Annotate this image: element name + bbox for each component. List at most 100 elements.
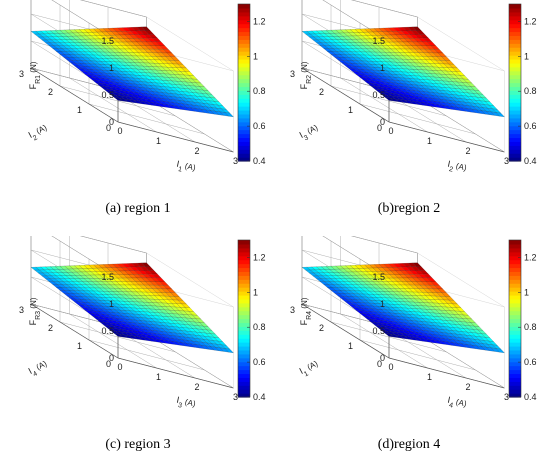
colorbar-band — [238, 39, 250, 44]
z-tick-label: 1 — [109, 63, 114, 73]
z-tick-label: 0 — [380, 117, 385, 127]
colorbar-band — [509, 153, 521, 158]
colorbar-band — [238, 125, 250, 131]
colorbar-band — [509, 349, 521, 355]
colorbar-tick-label: 0.6 — [524, 357, 537, 367]
colorbar-band — [238, 109, 250, 115]
z-tick-label: 1 — [109, 299, 114, 309]
x-axis-line — [388, 121, 505, 153]
surface-patch — [224, 348, 234, 354]
colorbar-band — [238, 51, 250, 56]
colorbar-band — [238, 86, 250, 91]
z-tick-label: 1.5 — [101, 36, 114, 46]
colorbar-band — [509, 55, 521, 60]
y-tick-label: 2 — [48, 323, 53, 333]
colorbar-band — [238, 310, 250, 316]
box-edge — [146, 97, 234, 153]
colorbar-tick-label: 0.4 — [253, 156, 266, 166]
colorbar-band — [238, 141, 250, 146]
colorbar-band — [509, 294, 521, 300]
y-axis-label: I2 (A) — [27, 122, 51, 143]
x-tick-label: 0 — [117, 362, 122, 372]
colorbar-tick-label: 1.2 — [253, 16, 266, 26]
grid-line — [359, 339, 476, 371]
colorbar-band — [509, 377, 521, 382]
colorbar-frame — [508, 239, 522, 398]
colorbar-band — [509, 287, 521, 292]
panel-caption: (a) region 1 — [105, 201, 170, 216]
colorbar-band — [509, 318, 521, 324]
grid-line — [88, 339, 205, 371]
colorbar-band — [509, 102, 521, 107]
colorbar-band — [509, 310, 521, 316]
colorbar-band — [509, 121, 521, 127]
colorbar-band — [238, 106, 250, 111]
colorbar-tick-label: 1.2 — [253, 252, 266, 262]
colorbar-band — [238, 314, 250, 320]
colorbar-band — [509, 82, 521, 88]
colorbar-tick-label: 1 — [253, 287, 258, 297]
z-tick-label: 1 — [380, 299, 385, 309]
y-tick-label: 2 — [319, 87, 324, 97]
colorbar-band — [509, 334, 521, 339]
y-tick-label: 3 — [19, 305, 24, 315]
colorbar-band — [509, 31, 521, 36]
colorbar-band — [509, 267, 521, 272]
grid-line — [351, 0, 418, 18]
colorbar-band — [509, 145, 521, 150]
colorbar-band — [238, 90, 250, 95]
box-edge — [351, 0, 418, 18]
colorbar: 0.4 0.6 0.8 1 1.2 — [508, 239, 537, 402]
z-tick-label: 1.5 — [372, 272, 385, 282]
colorbar-band — [509, 58, 521, 64]
y-axis-line — [30, 303, 119, 359]
colorbar-band — [238, 373, 250, 378]
colorbar-band — [238, 62, 250, 68]
box-edge — [146, 333, 234, 389]
colorbar-band — [238, 243, 250, 249]
colorbar-band — [238, 19, 250, 25]
colorbar-band — [238, 55, 250, 60]
box-edge — [417, 16, 505, 72]
colorbar-band — [238, 153, 250, 158]
colorbar-band — [509, 90, 521, 95]
colorbar-band — [509, 141, 521, 146]
x-tick-label: 2 — [465, 146, 470, 156]
x-tick-label: 1 — [427, 372, 432, 382]
colorbar-band — [238, 251, 250, 257]
panel-c: 0 0.5 1 1.5 0 1 2 3 0 1 2 3 FR3 (N) I3 (A) I4 (A) 0.4 0.… — [0, 236, 271, 472]
colorbar-band — [509, 357, 521, 363]
colorbar-band — [509, 302, 521, 308]
colorbar-band — [509, 125, 521, 131]
y-tick-label: 0 — [106, 359, 111, 369]
colorbar-band — [509, 47, 521, 52]
z-tick-label: 1.5 — [101, 272, 114, 282]
colorbar-band — [238, 4, 250, 9]
x-tick-label: 2 — [465, 382, 470, 392]
colorbar-band — [238, 349, 250, 355]
colorbar-band — [238, 291, 250, 296]
colorbar-band — [509, 11, 521, 17]
colorbar-band — [509, 385, 521, 390]
colorbar-band — [509, 19, 521, 25]
y-tick-label: 3 — [290, 69, 295, 79]
colorbar-band — [238, 70, 250, 76]
y-tick-label: 0 — [377, 359, 382, 369]
colorbar-band — [509, 66, 521, 72]
colorbar-band — [509, 137, 521, 142]
colorbar-band — [238, 357, 250, 363]
colorbar-band — [238, 267, 250, 272]
colorbar-band — [238, 27, 250, 33]
colorbar-band — [238, 377, 250, 382]
colorbar-band — [238, 275, 250, 280]
y-tick-label: 0 — [377, 123, 382, 133]
colorbar-band — [238, 121, 250, 127]
colorbar-band — [509, 271, 521, 276]
grid-line — [69, 313, 157, 369]
colorbar-band — [238, 66, 250, 72]
y-tick-label: 1 — [348, 341, 353, 351]
box-edge — [417, 252, 505, 308]
z-tick-label: 1 — [380, 63, 385, 73]
